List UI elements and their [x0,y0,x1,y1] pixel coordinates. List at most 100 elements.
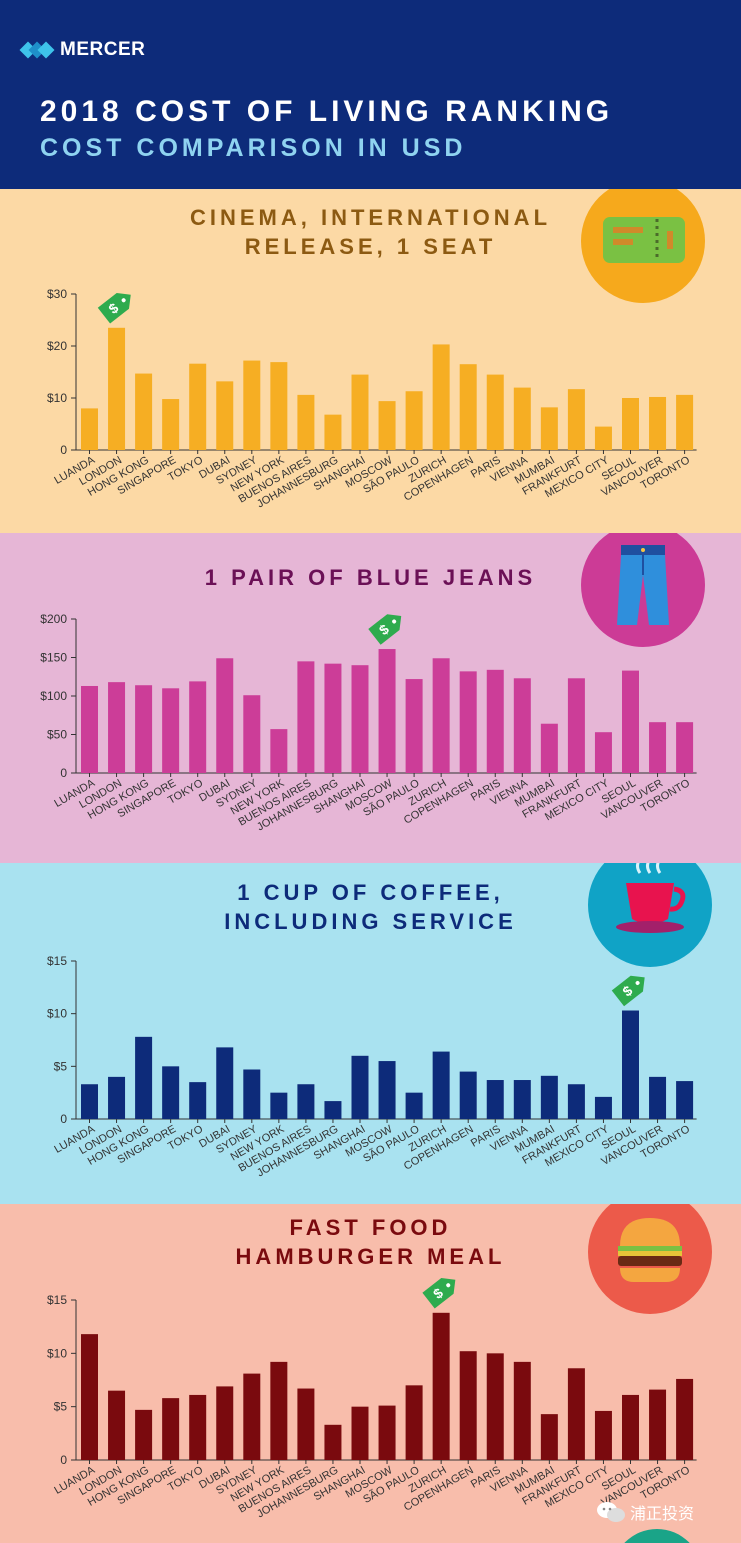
jeans-bar [135,685,153,773]
burger-title: FAST FOOD HAMBURGER MEAL [0,1213,741,1271]
burger-bar [486,1353,504,1460]
burger-bar [243,1373,261,1460]
cinema-price-tag-shape [97,292,131,324]
jeans-price-tag-shape [368,614,402,645]
coffee-bar [540,1075,558,1119]
cinema-title-line-2: RELEASE, 1 SEAT [244,234,497,259]
jeans-bar [622,670,639,773]
cinema-bar [81,408,98,450]
cinema-bar [135,373,153,450]
burger-y-tick-label: $10 [47,1346,67,1360]
cinema-y-tick-label: $10 [47,391,67,405]
coffee-bar [81,1084,98,1119]
coffee-bar [162,1066,180,1119]
jeans-bar [594,732,612,773]
coffee-bar [351,1055,369,1119]
coffee-bar [486,1080,504,1119]
coffee-bar [216,1047,234,1119]
cinema-bar [405,391,423,450]
jeans-bar [676,722,694,773]
burger-bar [594,1410,612,1460]
burger-icon-circle [588,1204,712,1314]
burger-bar [540,1414,558,1460]
burger-bar [378,1405,396,1460]
jeans-price-tag-hole [392,619,397,624]
cinema-bar [243,360,261,450]
coffee-bar [135,1036,153,1119]
coffee-y-tick-label: 0 [60,1112,67,1126]
jeans-bar [270,729,288,773]
burger-bar [216,1386,234,1460]
jeans-bar [216,658,234,773]
burger-title-line-1: FAST FOOD [289,1215,452,1240]
jeans-price-tag-icon: $ [368,614,402,645]
cinema-price-tag-icon: $ [97,292,131,324]
coffee-bar [405,1092,423,1119]
burger-bar [189,1394,207,1460]
coffee-bar [108,1076,126,1119]
coffee-title-line-1: 1 CUP OF COFFEE, [237,880,504,905]
cinema-bar [649,396,667,450]
cinema-bar [594,426,612,450]
cinema-price-tag-hole [121,298,126,303]
cinema-bar [297,394,315,450]
watermark: 浦正投资 [596,1500,694,1524]
jeans-bar [189,681,207,773]
coffee-y-tick-label: $15 [47,954,67,968]
cinema-bar [486,374,504,450]
coffee-bar [324,1101,342,1119]
coffee-price-tag-icon: $ [611,975,645,1007]
jeans-y-tick-label: $100 [40,689,67,703]
cinema-bar [432,344,450,450]
jeans-y-tick-label: 0 [60,766,67,780]
jeans-panel: 1 PAIR OF BLUE JEANS 0 $50 $100 $150 $200 LUA… [0,533,741,863]
cinema-bar [324,414,342,450]
jeans-bar [649,722,667,773]
coffee-bar [567,1084,585,1119]
burger-bar [405,1385,423,1460]
coffee-panel: 1 CUP OF COFFEE, INCLUDING SERVICE 0 $5 $1… [0,863,741,1204]
burger-panel: FAST FOOD HAMBURGER MEAL 0 $5 $10 $15 LUANDA… [0,1204,741,1543]
jeans-y-tick-label: $200 [40,612,67,626]
header: MERCER 2018 COST OF LIVING RANKING COST … [0,0,741,189]
burger-bar [270,1361,288,1460]
page-subtitle: COST COMPARISON IN USD [40,134,467,162]
burger-bar [297,1388,315,1460]
coffee-bar [243,1069,261,1119]
cinema-y-tick-label: $20 [47,339,67,353]
jeans-y-tick-label: $150 [40,651,67,665]
jeans-bar [459,671,477,773]
coffee-bar [622,1010,639,1119]
coffee-y-tick-label: $10 [47,1007,67,1021]
cinema-bar [676,394,694,450]
jeans-bar [162,688,180,773]
jeans-title-line-1: 1 PAIR OF BLUE JEANS [204,565,537,590]
burger-bar [513,1361,531,1460]
coffee-bar [378,1061,396,1119]
burger-bar [432,1312,450,1460]
cinema-bar [540,407,558,450]
cinema-bar [622,398,639,450]
jeans-icon-circle [581,533,705,647]
wechat-icon [597,1502,625,1522]
coffee-bar [459,1071,477,1119]
coffee-bar [649,1076,667,1119]
brand-name: MERCER [60,39,146,60]
jeans-bar [378,649,396,773]
burger-bar [459,1351,477,1460]
cinema-bar [108,327,126,450]
cinema-bar [459,364,477,450]
mercer-logo: MERCER [19,38,146,62]
mercer-logo-icon [19,38,55,62]
jeans-bar [513,678,531,773]
cinema-bar [189,363,207,450]
burger-y-tick-label: $5 [54,1400,68,1414]
cinema-bar [162,399,180,450]
cinema-bar [378,401,396,450]
coffee-bar [189,1082,207,1119]
burger-bar [324,1424,342,1460]
